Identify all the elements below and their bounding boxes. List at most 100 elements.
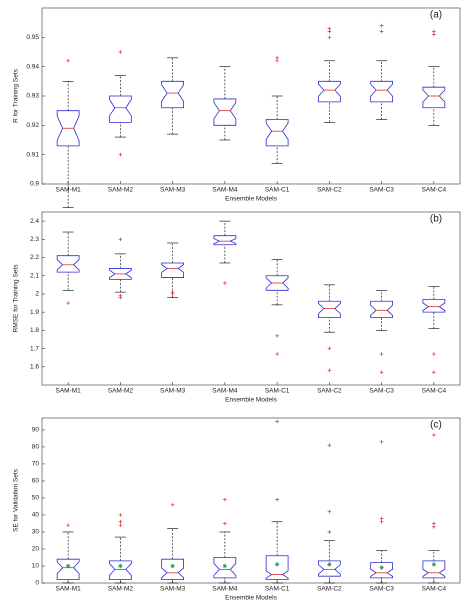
outlier	[66, 523, 70, 527]
y-tick-label: 0.94	[26, 63, 39, 70]
y-tick-label: 2.4	[30, 218, 39, 225]
y-tick-label: 2.2	[30, 254, 39, 261]
outlier	[66, 59, 70, 63]
box	[56, 110, 80, 147]
outlier	[327, 509, 332, 514]
outlier	[432, 521, 436, 526]
box	[56, 255, 80, 273]
outlier	[118, 237, 123, 242]
outlier	[275, 497, 279, 502]
box	[109, 95, 132, 123]
mean-marker	[379, 565, 384, 570]
y-axis-label: R for Training Sets	[13, 68, 20, 123]
x-tick-label: SAM-C4	[422, 586, 447, 593]
box	[265, 275, 289, 291]
x-tick-label: SAM-C2	[317, 586, 342, 593]
y-tick-label: 1.8	[30, 327, 39, 334]
x-tick-label: SAM-C1	[265, 586, 290, 593]
outlier	[432, 352, 436, 356]
x-tick-label: SAM-C2	[317, 388, 342, 395]
mean-marker	[431, 562, 437, 567]
x-tick-label: SAM-M3	[160, 187, 186, 194]
y-tick-label: 0.91	[26, 151, 39, 158]
y-tick-label: 80	[32, 444, 40, 451]
box	[422, 560, 446, 579]
outlier	[432, 29, 436, 34]
outlier	[327, 530, 332, 534]
x-tick-label: SAM-C1	[265, 187, 290, 194]
x-tick-label: SAM-M1	[55, 187, 81, 194]
outlier	[379, 370, 384, 375]
box	[161, 262, 184, 278]
outlier	[66, 301, 70, 305]
box	[422, 86, 446, 109]
outlier	[327, 26, 332, 31]
outlier	[327, 368, 332, 373]
y-tick-label: 2	[35, 291, 39, 298]
panel-label: (a)	[430, 10, 442, 21]
box	[422, 299, 446, 313]
box	[213, 557, 237, 579]
outlier	[275, 352, 279, 356]
panel-label: (c)	[430, 420, 442, 431]
outlier	[432, 525, 436, 529]
outlier	[327, 346, 332, 351]
y-tick-label: 70	[32, 461, 40, 468]
x-tick-label: SAM-C2	[317, 187, 342, 194]
y-tick-label: 0.92	[26, 122, 39, 129]
box	[265, 119, 289, 147]
box	[265, 555, 289, 580]
box	[318, 560, 341, 577]
x-tick-label: SAM-C3	[369, 586, 394, 593]
x-axis-label: Ensemble Models	[225, 397, 277, 404]
outlier	[327, 35, 332, 40]
outlier	[223, 521, 227, 526]
box	[213, 98, 237, 126]
x-axis-label: Ensemble Models	[225, 196, 277, 203]
y-tick-label: 20	[32, 546, 40, 553]
mean-marker	[65, 563, 71, 569]
x-tick-label: SAM-M2	[108, 187, 134, 194]
outlier	[223, 281, 227, 285]
box	[213, 235, 237, 246]
outlier	[223, 497, 227, 502]
mean-marker	[222, 563, 228, 569]
outlier	[170, 290, 175, 294]
y-tick-label: 1.6	[30, 364, 39, 371]
x-tick-label: SAM-C4	[422, 388, 447, 395]
box	[56, 558, 80, 580]
plot-frame	[41, 7, 461, 185]
mean-marker	[327, 562, 332, 567]
y-tick-label: 0.93	[26, 93, 39, 100]
x-tick-label: SAM-M2	[108, 388, 134, 395]
x-tick-label: SAM-C3	[369, 388, 394, 395]
outlier	[118, 513, 123, 517]
x-tick-label: SAM-C1	[265, 388, 290, 395]
x-tick-label: SAM-M4	[212, 187, 238, 194]
x-axis-label: Ensemble Models	[225, 595, 277, 602]
y-tick-label: 50	[32, 495, 40, 502]
y-tick-label: 60	[32, 478, 40, 485]
outlier	[379, 440, 384, 444]
box	[370, 300, 393, 319]
y-axis-label: RMSE for Training Sets	[13, 264, 20, 333]
outlier	[275, 56, 279, 60]
box	[370, 562, 393, 579]
x-tick-label: SAM-C4	[422, 187, 447, 194]
y-tick-label: 2.1	[30, 272, 39, 279]
outlier	[432, 433, 436, 437]
outlier	[379, 352, 384, 356]
plot-frame	[41, 211, 461, 386]
y-axis-label: SE for Validation Sets	[13, 468, 20, 531]
y-tick-label: 40	[32, 512, 40, 519]
y-tick-label: 0	[35, 580, 39, 587]
outlier	[379, 23, 384, 28]
outlier	[379, 516, 384, 521]
outlier	[118, 152, 123, 157]
y-tick-label: 1.7	[30, 345, 39, 352]
x-tick-label: SAM-M1	[55, 388, 81, 395]
box	[370, 80, 393, 103]
outlier	[379, 29, 384, 34]
y-tick-label: 10	[32, 563, 40, 570]
outlier	[118, 523, 123, 527]
